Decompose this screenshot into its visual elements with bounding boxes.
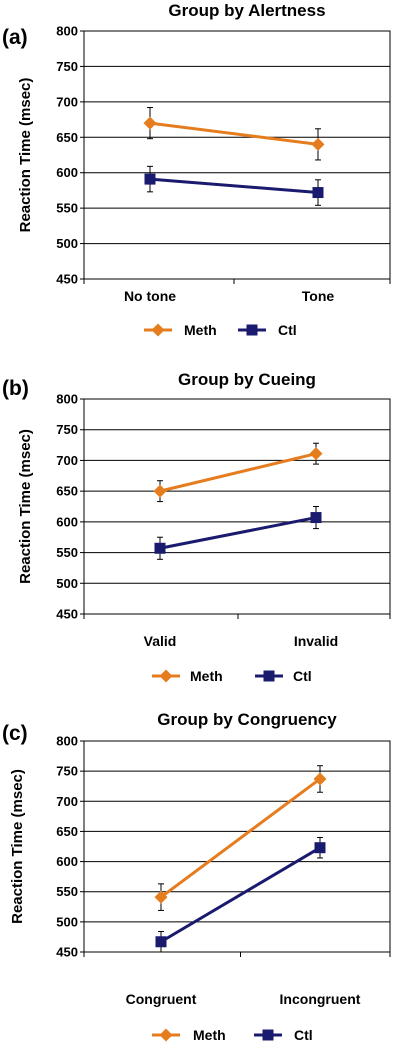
data-point-ctl (310, 512, 322, 524)
y-tick-label: 500 (56, 914, 78, 929)
legend-label-meth: Meth (190, 668, 223, 684)
y-tick-label: 650 (56, 824, 78, 839)
y-tick-label: 650 (56, 130, 78, 145)
plot-frame (83, 30, 391, 280)
panel-label: (c) (2, 722, 28, 745)
y-tick-label: 750 (56, 764, 78, 779)
series-line-ctl (160, 846, 321, 944)
panel-label: (a) (2, 26, 28, 49)
y-tick-label: 450 (56, 607, 78, 622)
x-category-label: Valid (144, 633, 177, 649)
y-axis-label: Reaction Time (msec) (17, 429, 34, 584)
chart-title: Group by Congruency (157, 710, 337, 729)
data-point-meth (313, 772, 327, 786)
x-category-label: Invalid (294, 633, 338, 649)
y-tick-label: 500 (56, 236, 78, 251)
y-tick-label: 750 (56, 422, 78, 437)
y-tick-label: 550 (56, 884, 78, 899)
y-tick-label: 800 (56, 24, 78, 39)
data-point-ctl (155, 936, 167, 948)
data-point-ctl (314, 842, 326, 854)
y-tick-label: 600 (56, 514, 78, 529)
y-tick-label: 650 (56, 484, 78, 499)
y-tick-label: 500 (56, 576, 78, 591)
y-tick-label: 700 (56, 453, 78, 468)
legend-marker-ctl (263, 670, 275, 682)
y-axis-label: Reaction Time (msec) (9, 769, 26, 924)
y-tick-label: 600 (56, 165, 78, 180)
x-category-label: Congruent (126, 991, 197, 1007)
x-category-label: Incongruent (280, 991, 361, 1007)
legend-marker-ctl (262, 1029, 274, 1041)
data-point-meth (154, 890, 168, 904)
series-line-meth (159, 452, 317, 493)
y-tick-label: 800 (56, 734, 78, 749)
data-point-meth (153, 484, 167, 498)
legend-marker-meth (159, 1028, 173, 1042)
y-tick-label: 750 (56, 59, 78, 74)
legend-label-meth: Meth (184, 322, 217, 338)
series-line-ctl (149, 177, 319, 195)
y-axis-label: Reaction Time (msec) (17, 78, 34, 233)
legend-label-ctl: Ctl (278, 322, 297, 338)
y-tick-label: 550 (56, 201, 78, 216)
y-tick-label: 550 (56, 545, 78, 560)
x-category-label: No tone (124, 288, 176, 304)
panel-label: (b) (2, 377, 29, 400)
data-point-meth (143, 116, 157, 130)
chart-title: Group by Alertness (168, 1, 325, 20)
series-line-meth (160, 777, 321, 899)
y-tick-label: 700 (56, 794, 78, 809)
series-line-meth (149, 121, 319, 146)
legend-marker-meth (151, 323, 165, 337)
data-point-ctl (312, 187, 324, 199)
data-point-meth (309, 447, 323, 461)
y-tick-label: 800 (56, 392, 78, 407)
y-tick-label: 700 (56, 94, 78, 109)
legend-marker-meth (159, 669, 173, 683)
data-point-meth (311, 137, 325, 151)
series-line-ctl (159, 516, 317, 550)
chart-title: Group by Cueing (178, 370, 316, 389)
y-tick-label: 600 (56, 854, 78, 869)
legend-label-ctl: Ctl (294, 1027, 313, 1043)
y-tick-label: 450 (56, 272, 78, 287)
legend-label-meth: Meth (193, 1027, 226, 1043)
legend-marker-ctl (246, 324, 258, 336)
data-point-ctl (154, 542, 166, 554)
plot-frame (83, 740, 391, 953)
x-category-label: Tone (302, 288, 335, 304)
data-point-ctl (144, 173, 156, 185)
y-tick-label: 450 (56, 945, 78, 960)
plot-frame (83, 398, 391, 615)
legend-label-ctl: Ctl (293, 668, 312, 684)
